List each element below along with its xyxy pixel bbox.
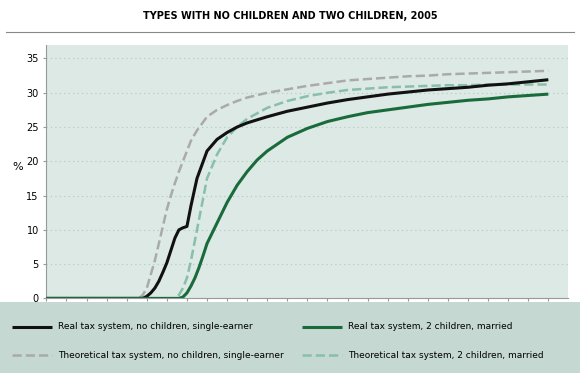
Text: Theoretical tax system, no children, single-earner: Theoretical tax system, no children, sin…: [58, 351, 284, 360]
Text: Theoretical tax system, 2 children, married: Theoretical tax system, 2 children, marr…: [348, 351, 543, 360]
X-axis label: Earning as a % of gross average earnings: Earning as a % of gross average earnings: [199, 321, 416, 330]
Text: Real tax system, 2 children, married: Real tax system, 2 children, married: [348, 322, 513, 332]
Text: Real tax system, no children, single-earner: Real tax system, no children, single-ear…: [58, 322, 253, 332]
Y-axis label: %: %: [13, 162, 23, 172]
Text: TYPES WITH NO CHILDREN AND TWO CHILDREN, 2005: TYPES WITH NO CHILDREN AND TWO CHILDREN,…: [143, 11, 437, 21]
